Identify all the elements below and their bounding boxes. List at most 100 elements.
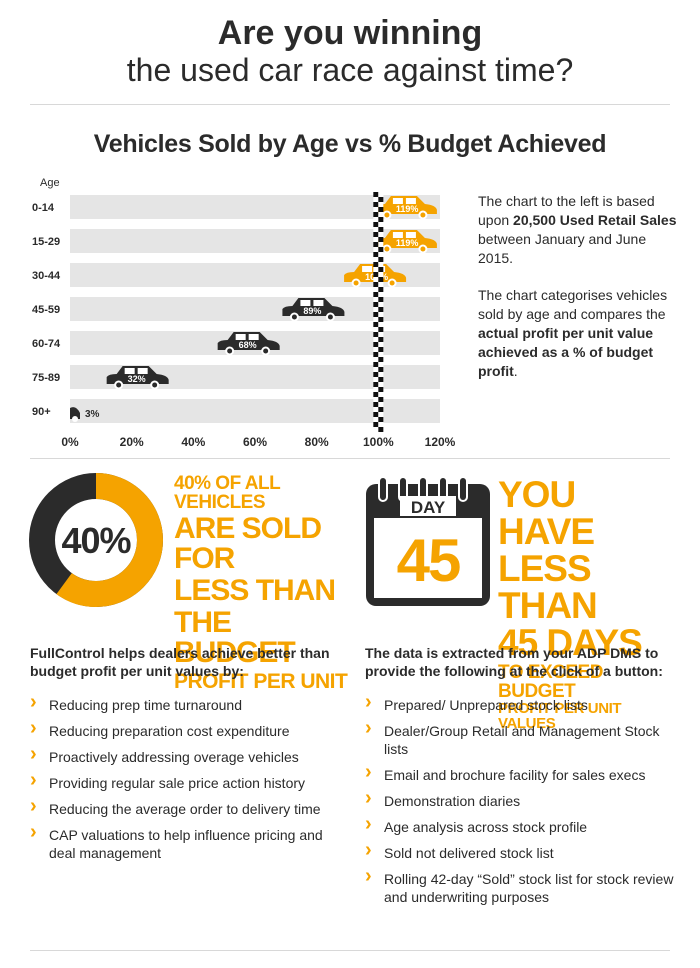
checkered-flag-line: [378, 427, 384, 432]
x-tick-label: 60%: [243, 435, 267, 449]
checkered-flag-line: [373, 297, 379, 302]
checkered-flag-line: [373, 282, 379, 287]
chart-track: [70, 399, 440, 423]
chart-svg: Age0-14119%15-29119%30-44109%45-5989%60-…: [32, 177, 456, 449]
checkered-flag-line: [378, 207, 384, 212]
benefit-item: › Reducing prep time turnaround: [30, 692, 340, 714]
description-text: The chart categorises vehicles sold by a…: [478, 287, 668, 322]
checkered-flag-line: [373, 202, 379, 207]
y-axis-label: Age: [40, 177, 60, 189]
budget-chart: Age0-14119%15-29119%30-44109%45-5989%60-…: [30, 172, 470, 452]
checkered-flag-line: [373, 322, 379, 327]
checkered-flag-line: [373, 397, 379, 402]
benefit-item: › Providing regular sale price action his…: [30, 769, 340, 792]
x-tick-label: 40%: [181, 435, 205, 449]
description-text: .: [513, 363, 518, 379]
checkered-flag-line: [378, 297, 384, 302]
checkered-flag-line: [378, 217, 384, 222]
checkered-flag-line: [373, 392, 379, 397]
chevron-right-icon: ›: [30, 743, 37, 765]
benefit-item-text: Reducing preparation cost expenditure: [49, 723, 290, 739]
checkered-flag-line: [373, 252, 379, 257]
feature-item-text: Email and brochure facility for sales ex…: [384, 767, 646, 783]
chevron-right-icon: ›: [30, 795, 37, 817]
checkered-flag-line: [373, 262, 379, 267]
checkered-flag-line: [378, 402, 384, 407]
checkered-flag-line: [373, 407, 379, 412]
checkered-flag-line: [378, 237, 384, 242]
feature-item: › Rolling 42-day “Sold” stock list for st…: [365, 865, 675, 906]
category-label: 0-14: [32, 202, 55, 214]
checkered-flag-line: [378, 192, 384, 197]
benefit-item-text: Reducing the average order to delivery t…: [49, 801, 321, 817]
data-label: 32%: [128, 374, 146, 384]
checkered-flag-line: [373, 312, 379, 317]
checkered-flag-line: [378, 372, 384, 377]
data-label: 119%: [396, 204, 419, 214]
car-icon: [70, 407, 80, 422]
x-tick-label: 120%: [425, 435, 456, 449]
benefit-item: › Reducing preparation cost expenditure: [30, 718, 340, 740]
checkered-flag-line: [378, 367, 384, 372]
description-paragraph-2: The chart categorises vehicles sold by a…: [478, 286, 678, 381]
checkered-flag-line: [378, 252, 384, 257]
checkered-flag-line: [378, 242, 384, 247]
checkered-flag-line: [373, 387, 379, 392]
category-label: 15-29: [32, 236, 60, 248]
chevron-right-icon: ›: [365, 813, 372, 835]
checkered-flag-line: [373, 192, 379, 197]
checkered-flag-line: [373, 232, 379, 237]
checkered-flag-line: [373, 352, 379, 357]
page-subtitle: the used car race against time?: [126, 52, 574, 88]
donut-percent: 40%: [61, 520, 131, 561]
calendar-icon: [366, 476, 490, 606]
checkered-flag-line: [378, 197, 384, 202]
checkered-flag-line: [373, 347, 379, 352]
chevron-right-icon: ›: [365, 839, 372, 861]
checkered-flag-line: [378, 322, 384, 327]
feature-item-text: Age analysis across stock profile: [384, 819, 588, 835]
feature-item: › Sold not delivered stock list: [365, 839, 675, 862]
category-label: 60-74: [32, 338, 61, 350]
feature-item: › Demonstration diaries: [365, 788, 675, 810]
checkered-flag-line: [373, 307, 379, 312]
category-label: 30-44: [32, 270, 61, 282]
checkered-flag-line: [373, 287, 379, 292]
checkered-flag-line: [378, 307, 384, 312]
benefit-item-text: Providing regular sale price action hist…: [49, 775, 306, 791]
right-column-heading: The data is extracted from your ADP DMS …: [365, 645, 663, 679]
checkered-flag-line: [378, 337, 384, 342]
checkered-flag-line: [373, 267, 379, 272]
checkered-flag-line: [378, 317, 384, 322]
chart-description: The chart to the left is based upon 20,5…: [478, 192, 678, 399]
description-highlight: actual profit per unit value achieved as…: [478, 325, 654, 379]
feature-item: › Dealer/Group Retail and Management Stoc…: [365, 718, 675, 758]
right-features-column: The data is extracted from your ADP DMS …: [365, 644, 675, 914]
left-benefits-list: › Reducing prep time turnaround › Reducing …: [30, 692, 340, 862]
left-column-heading: FullControl helps dealers achieve better…: [30, 645, 330, 679]
checkered-flag-line: [378, 357, 384, 362]
feature-item: › Email and brochure facility for sales e…: [365, 762, 675, 784]
chevron-right-icon: ›: [365, 865, 372, 887]
category-label: 45-59: [32, 304, 60, 316]
benefit-item-text: Proactively addressing overage vehicles: [49, 749, 299, 765]
feature-item: › Age analysis across stock profile: [365, 813, 675, 836]
feature-item-text: Dealer/Group Retail and Management Stock…: [384, 723, 660, 757]
checkered-flag-line: [373, 217, 379, 222]
checkered-flag-line: [378, 312, 384, 317]
checkered-flag-line: [378, 247, 384, 252]
left-benefits-column: FullControl helps dealers achieve better…: [30, 644, 340, 870]
checkered-flag-line: [373, 337, 379, 342]
car-icon: [374, 230, 437, 254]
checkered-flag-line: [378, 262, 384, 267]
car-icon: [374, 196, 437, 220]
checkered-flag-line: [378, 417, 384, 422]
checkered-flag-line: [373, 292, 379, 297]
chevron-right-icon: ›: [30, 769, 37, 791]
benefit-item: › CAP valuations to help influence pricin…: [30, 822, 340, 862]
stat-right-line: You have: [498, 474, 595, 552]
checkered-flag-line: [373, 422, 379, 427]
description-paragraph-1: The chart to the left is based upon 20,5…: [478, 192, 678, 268]
x-tick-label: 100%: [363, 435, 394, 449]
